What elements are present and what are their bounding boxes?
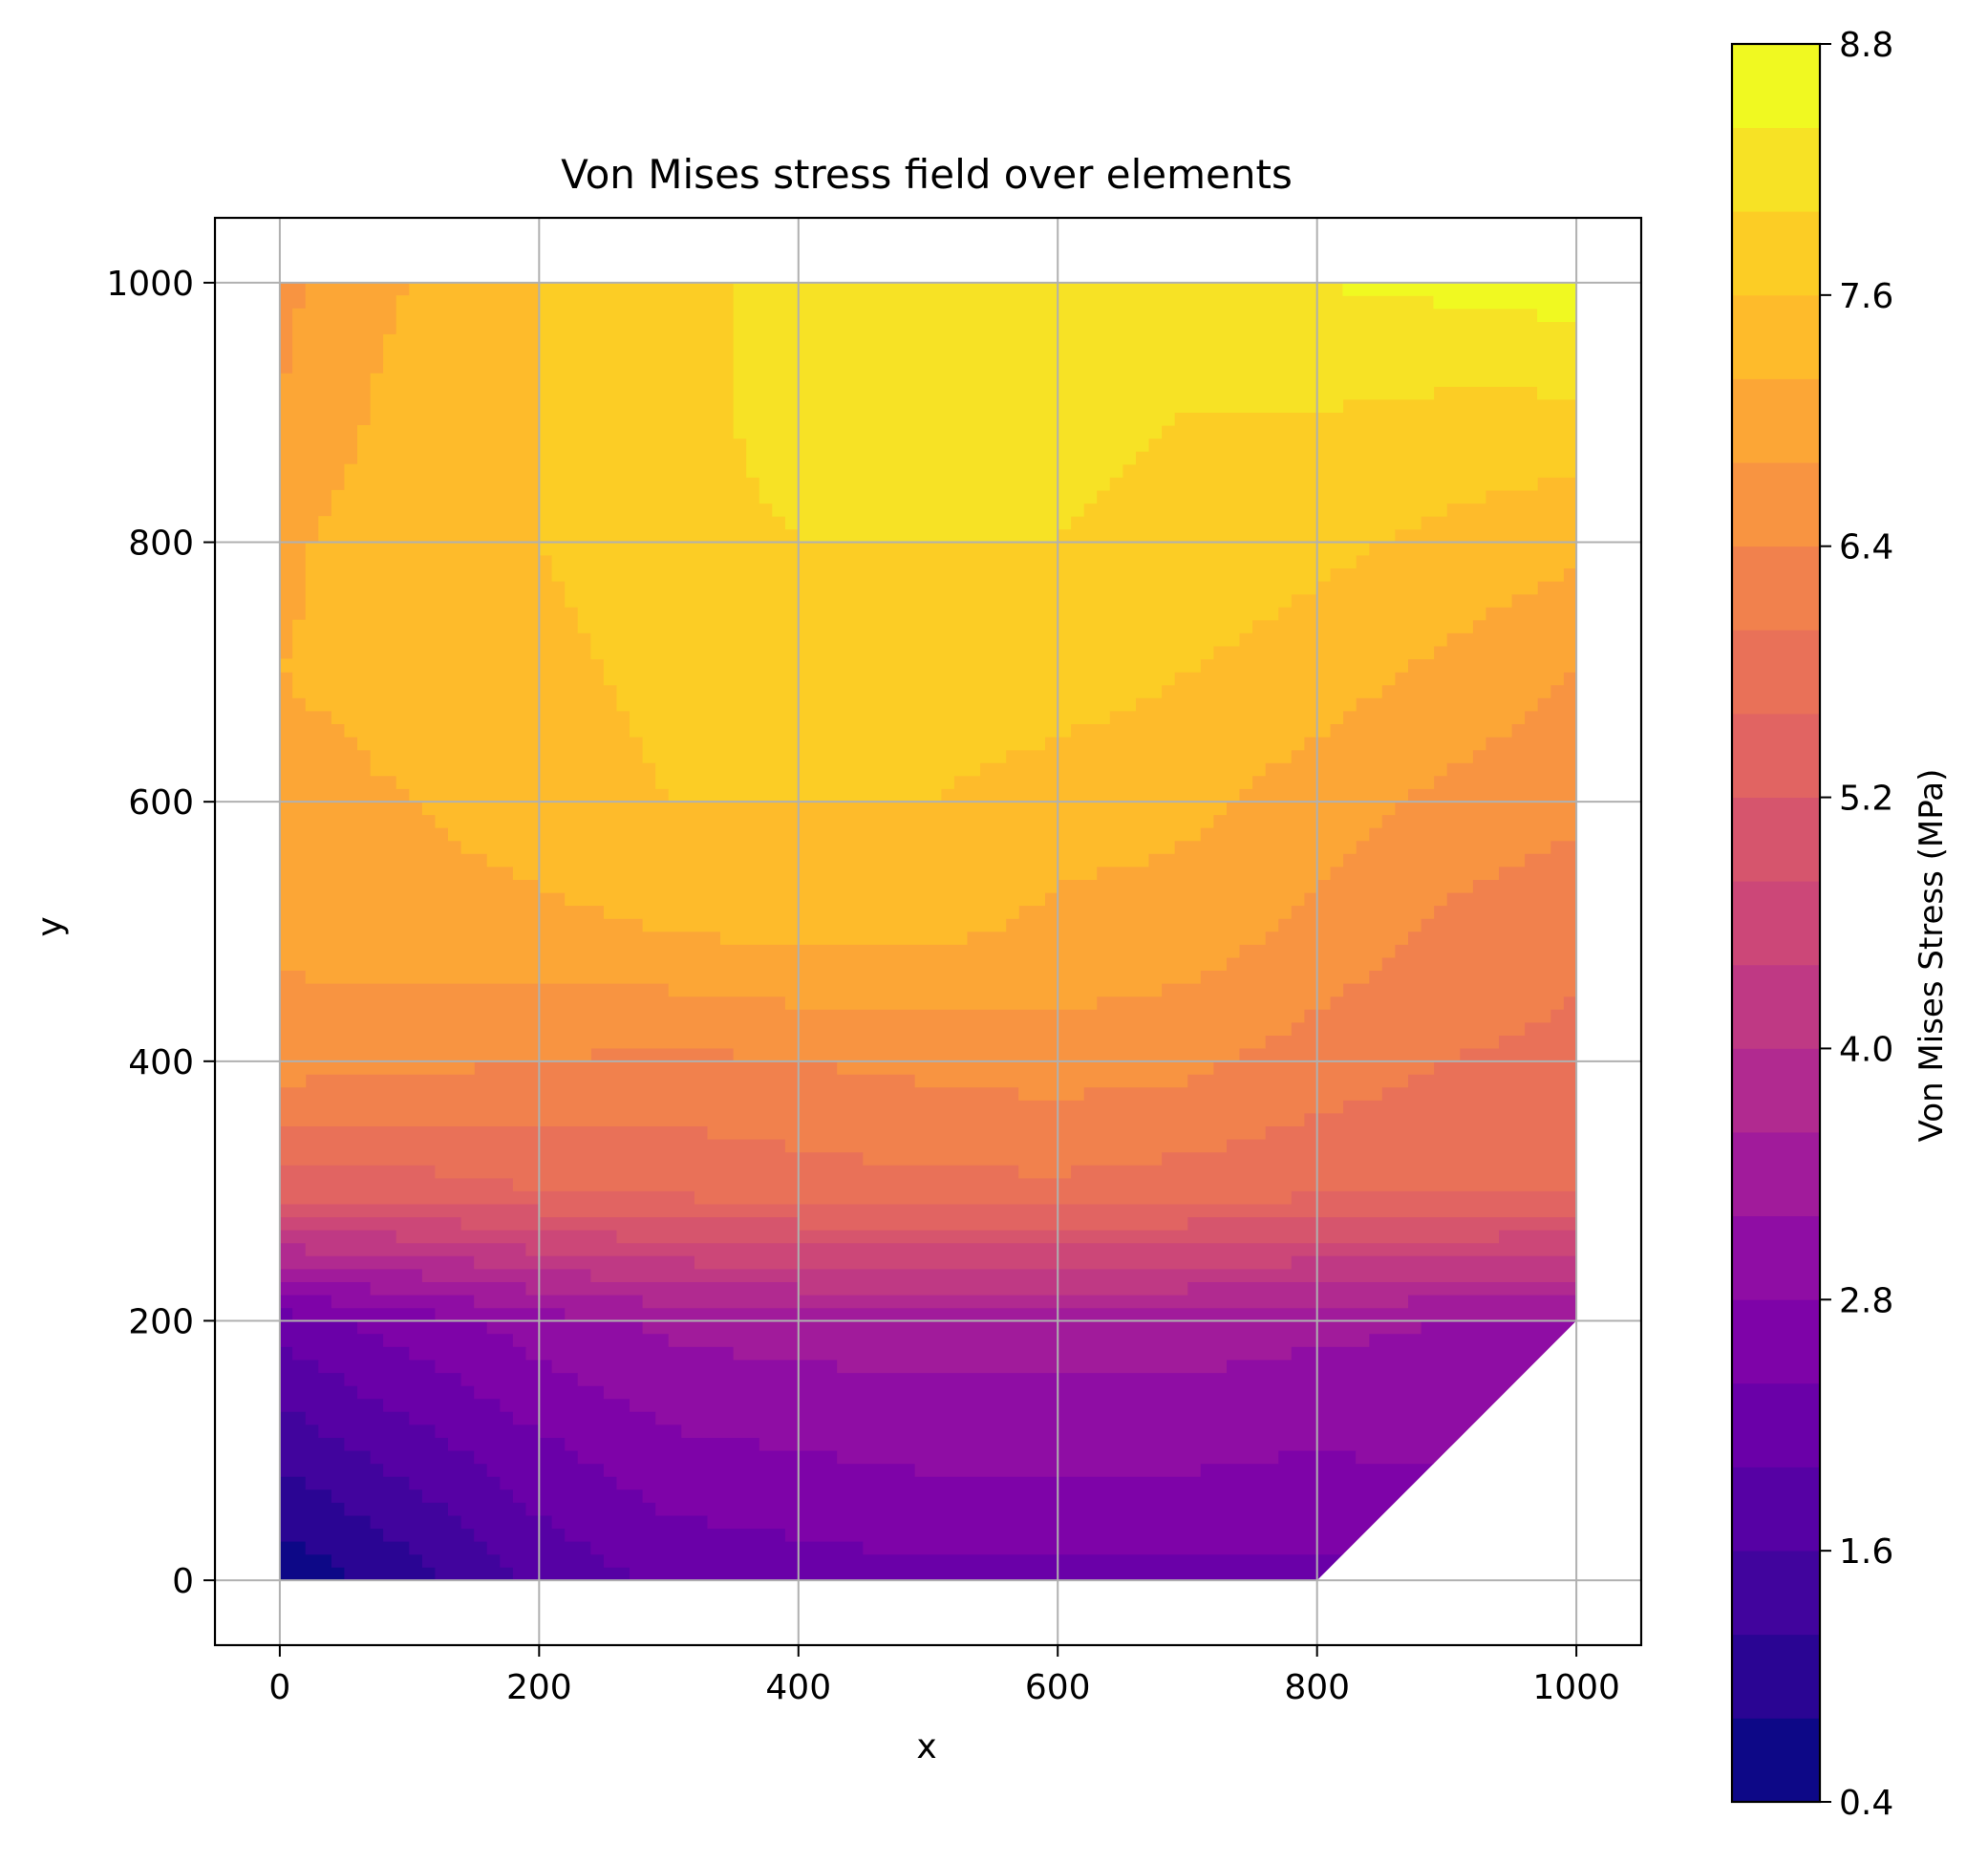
colorbar-tick-label: 8.8 — [1839, 26, 1893, 65]
colorbar: 0.4 1.6 2.8 4.0 5.2 6.4 7.6 8.8 — [1730, 26, 1893, 1823]
contour-band-14 — [279, 840, 1577, 1179]
colorbar-tick-label: 7.6 — [1839, 277, 1893, 316]
contour-band-11 — [279, 1203, 1577, 1244]
x-axis-ticks: 0 200 400 600 800 1000 — [268, 1645, 1620, 1707]
y-tick-label: 600 — [128, 783, 194, 823]
contour-band-15 — [279, 282, 1577, 1101]
contour-band-19 — [733, 282, 1577, 543]
x-axis-label: x — [916, 1727, 936, 1767]
contour-band-2 — [279, 1411, 514, 1581]
chart-title: Von Mises stress field over elements — [561, 151, 1293, 198]
y-axis-label: y — [31, 916, 70, 936]
colorbar-swatch — [1732, 1215, 1820, 1300]
contour-field — [279, 282, 1577, 1581]
colorbar-swatch — [1732, 1717, 1820, 1803]
colorbar-tick-label: 2.8 — [1839, 1281, 1893, 1320]
colorbar-tick-label: 6.4 — [1839, 528, 1893, 567]
colorbar-swatch — [1732, 880, 1820, 966]
y-tick-label: 1000 — [106, 265, 194, 304]
contour-band-12 — [279, 1165, 1577, 1231]
colorbar-swatch — [1732, 546, 1820, 631]
contour-band-3 — [279, 1346, 631, 1581]
colorbar-tick-label: 5.2 — [1839, 780, 1893, 819]
contour-band-1 — [279, 1476, 436, 1581]
contour-band-8 — [279, 1242, 1577, 1309]
contour-band-13 — [279, 996, 1577, 1205]
y-axis-ticks: 0 200 400 600 800 1000 — [106, 265, 215, 1601]
x-tick-label: 800 — [1284, 1668, 1350, 1707]
colorbar-swatch — [1732, 629, 1820, 715]
colorbar-swatch — [1732, 1550, 1820, 1636]
colorbar-swatch — [1732, 210, 1820, 296]
colorbar-swatch — [1732, 964, 1820, 1049]
colorbar-swatch — [1732, 461, 1820, 547]
colorbar-swatch — [1732, 1048, 1820, 1133]
contour-band-9 — [279, 1230, 1577, 1296]
colorbar-swatch — [1732, 713, 1820, 798]
colorbar-swatch — [1732, 1634, 1820, 1719]
contour-band-17 — [279, 282, 1577, 945]
colorbar-frame — [1730, 42, 1822, 1804]
contour-band-5 — [279, 1295, 1551, 1581]
x-tick-label: 200 — [506, 1668, 572, 1707]
colorbar-swatch — [1732, 1467, 1820, 1552]
colorbar-swatch — [1732, 1382, 1820, 1467]
contour-band-6 — [279, 1281, 1577, 1581]
colorbar-tick-label: 0.4 — [1839, 1784, 1893, 1823]
x-tick-label: 600 — [1025, 1668, 1091, 1707]
y-tick-label: 400 — [128, 1043, 194, 1082]
colorbar-swatch — [1732, 1298, 1820, 1384]
colorbar-tick-label: 4.0 — [1839, 1030, 1893, 1069]
x-tick-label: 0 — [268, 1668, 290, 1707]
y-tick-label: 0 — [172, 1562, 194, 1601]
contour-band-16 — [279, 282, 1577, 1010]
plot-frame — [213, 216, 1643, 1647]
colorbar-tick-label: 1.6 — [1839, 1532, 1893, 1572]
contour-band-20 — [1342, 282, 1577, 322]
contour-band-4 — [279, 1307, 1461, 1581]
colorbar-swatch — [1732, 378, 1820, 463]
y-tick-label: 800 — [128, 525, 194, 564]
colorbar-swatch — [1732, 127, 1820, 212]
colorbar-label: Von Mises Stress (MPa) — [1913, 769, 1951, 1143]
colorbar-swatch — [1732, 43, 1820, 129]
colorbar-swatch — [1732, 797, 1820, 882]
x-tick-label: 400 — [765, 1668, 831, 1707]
colorbar-swatch — [1732, 1131, 1820, 1217]
y-tick-label: 200 — [128, 1302, 194, 1341]
colorbar-swatch — [1732, 294, 1820, 379]
x-tick-label: 1000 — [1532, 1668, 1620, 1707]
grid-lines — [215, 218, 1641, 1645]
contour-band-0 — [279, 1541, 345, 1581]
